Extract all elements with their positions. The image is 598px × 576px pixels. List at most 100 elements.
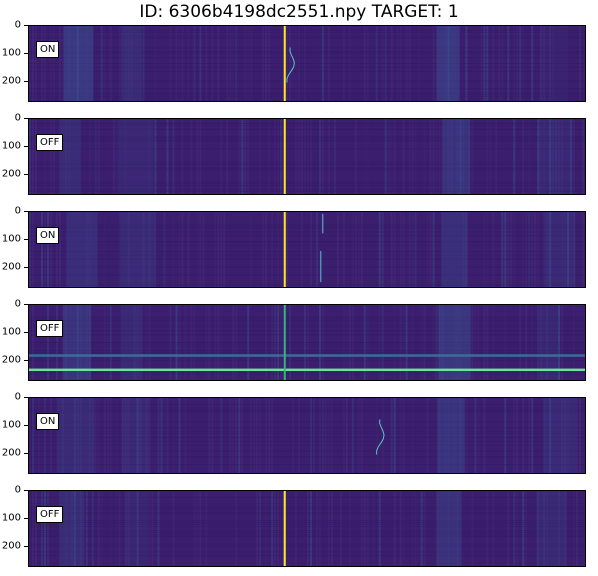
noise-streak [564,212,567,287]
noise-streak [40,212,43,287]
noise-streak [378,212,381,287]
noise-streak [318,119,321,194]
noise-streak [507,491,510,566]
noise-row [29,373,585,375]
noise-streak [289,26,292,101]
noise-streak [31,398,34,473]
noise-streak [360,212,363,287]
noise-streak [115,491,118,566]
noise-streak [522,491,525,566]
noise-streak [238,119,241,194]
noise-streak [381,398,384,473]
noise-streak [411,398,414,473]
noise-streak [405,305,408,380]
noise-streak [220,305,223,380]
noise-streak [277,305,280,380]
noise-streak [522,26,525,101]
noise-streak [43,26,46,101]
noise-streak [154,26,157,101]
noise-streak [151,491,154,566]
noise-streak [573,212,576,287]
noise-streak [570,119,573,194]
noise-streak [172,398,175,473]
noise-streak [31,212,34,287]
noise-row [29,351,585,353]
bright-region [59,119,81,194]
noise-streak [88,212,91,287]
noise-streak [378,305,381,380]
noise-streak [492,491,495,566]
noise-streak [160,398,163,473]
noise-streak [528,119,531,194]
noise-streak [336,212,339,287]
noise-row [29,241,585,243]
noise-streak [34,26,37,101]
noise-streak [546,212,549,287]
noise-row [29,545,585,547]
noise-streak [106,398,109,473]
noise-streak [298,398,301,473]
noise-row [29,353,585,355]
noise-streak [178,26,181,101]
noise-streak [411,491,414,566]
noise-streak [537,305,540,380]
bright-region [121,398,150,473]
noise-streak [109,26,112,101]
bright-region [536,491,567,566]
noise-streak [67,26,70,101]
noise-streak [265,398,268,473]
noise-streak [202,212,205,287]
noise-streak [148,119,151,194]
noise-streak [118,491,121,566]
noise-streak [348,305,351,380]
noise-streak [85,26,88,101]
noise-streak [351,305,354,380]
noise-streak [31,305,34,380]
noise-streak [375,26,378,101]
noise-streak [55,212,58,287]
noise-row [29,409,585,411]
noise-streak [235,305,238,380]
noise-streak [504,212,507,287]
noise-streak [408,119,411,194]
y-tick-mark [24,304,28,305]
noise-streak [250,26,253,101]
noise-streak [414,491,417,566]
bright-region [121,26,142,101]
noise-streak [208,398,211,473]
noise-streak [169,305,172,380]
noise-streak [49,119,52,194]
noise-streak [106,305,109,380]
bright-region [537,119,573,194]
noise-streak [166,398,169,473]
noise-streak [73,398,76,473]
noise-streak [175,305,178,380]
noise-streak [286,212,289,287]
vertical-signal-line [283,491,286,566]
noise-streak [366,491,369,566]
noise-streak [366,26,369,101]
noise-streak [181,212,184,287]
noise-streak [504,398,507,473]
noise-streak [166,119,169,194]
noise-row [29,96,585,98]
noise-streak [531,26,534,101]
bright-region [125,491,148,566]
noise-streak [190,305,193,380]
noise-row [29,407,585,409]
noise-streak [483,305,486,380]
panel-label: ON [36,413,60,430]
noise-row [29,531,585,533]
noise-streak [537,491,540,566]
horizontal-signal-line [29,354,585,357]
noise-streak [519,305,522,380]
noise-streak [375,398,378,473]
noise-streak [327,119,330,194]
noise-streak [531,212,534,287]
noise-streak [205,26,208,101]
y-tick-mark [24,397,28,398]
noise-streak [318,491,321,566]
noise-streak [217,26,220,101]
noise-streak [318,305,321,380]
panel-label: OFF [36,320,64,337]
